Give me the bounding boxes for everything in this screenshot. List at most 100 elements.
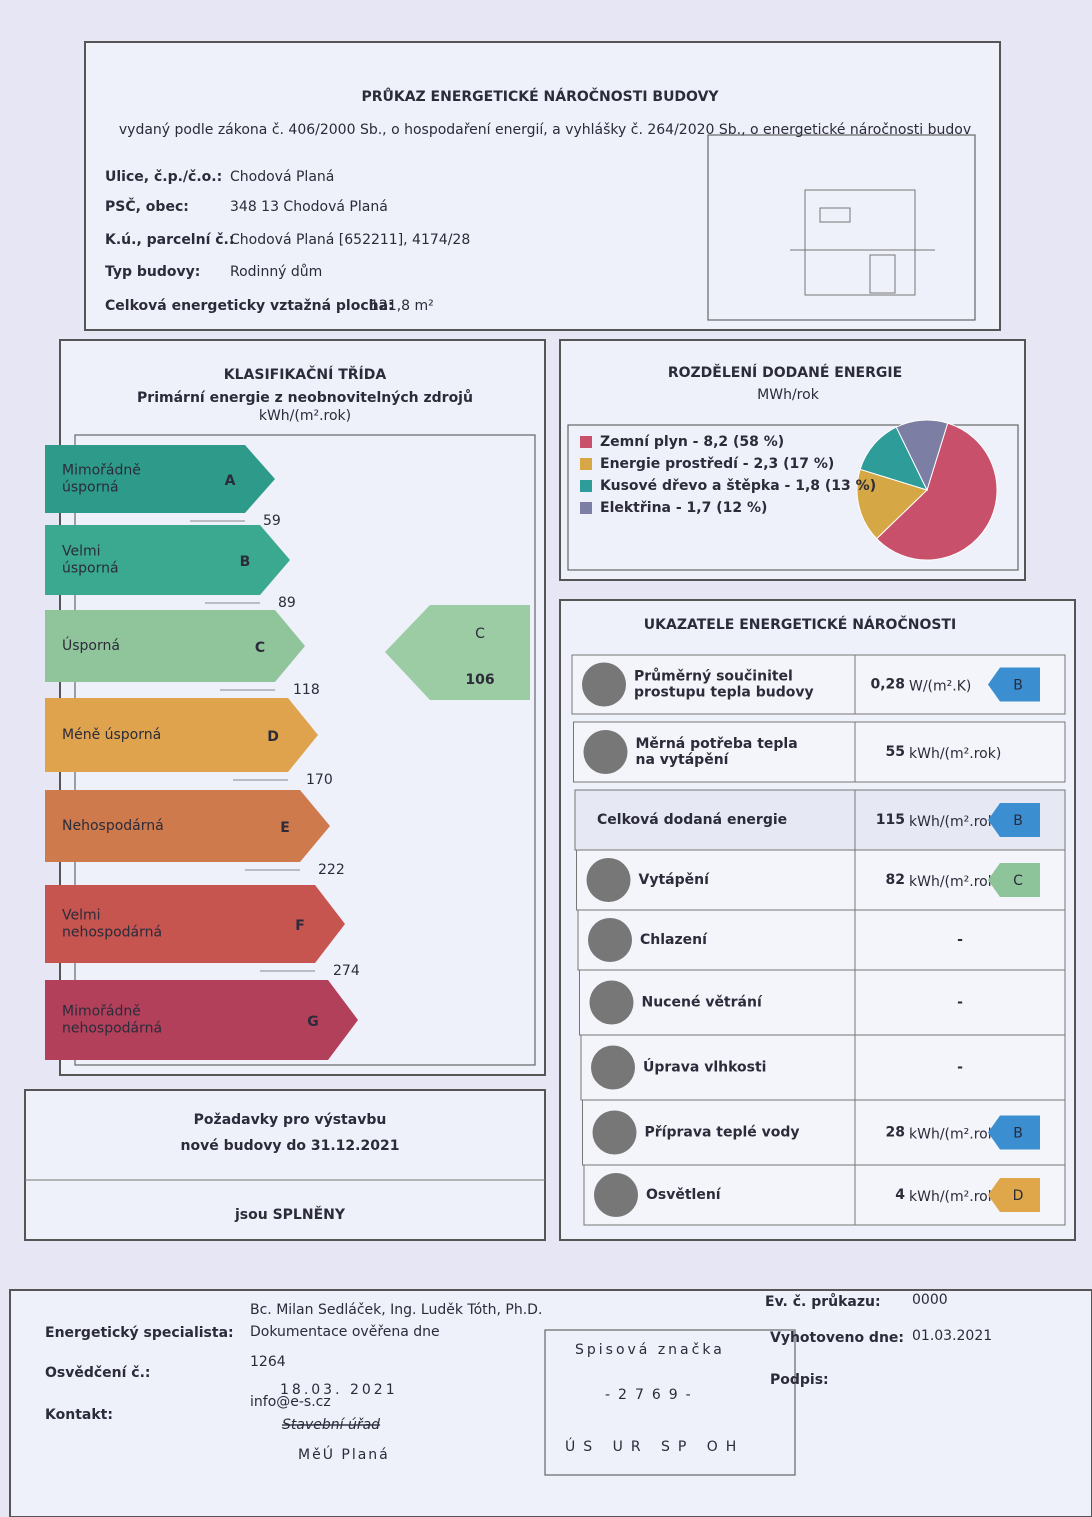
class-badge <box>988 1178 1040 1212</box>
class-letter: B <box>240 554 251 570</box>
pie-slice <box>856 468 928 540</box>
class-name: nehospodárná <box>62 925 162 941</box>
stamp-text: Spisová značka <box>575 1342 725 1358</box>
indicator-value: 0,28 <box>870 677 905 693</box>
indicator-icon <box>591 1045 635 1090</box>
stamp-text: ÚS UR SP OH <box>565 1437 744 1455</box>
indicator-icon <box>589 980 634 1025</box>
indicator-row <box>583 1164 1066 1226</box>
class-name: úsporná <box>62 480 119 496</box>
building-drawing <box>707 134 976 321</box>
threshold: 118 <box>293 682 320 698</box>
indicator-row <box>582 1099 1066 1166</box>
indicator-icon <box>582 662 626 707</box>
legend-label: Energie prostředí - 2,3 (17 %) <box>600 456 834 472</box>
building-value: 348 13 Chodová Planá <box>230 199 388 215</box>
class-arrow <box>45 610 305 682</box>
indicator-label: Celková dodaná energie <box>597 812 787 828</box>
threshold: 59 <box>263 513 281 529</box>
class-letter: D <box>267 729 279 745</box>
class-arrow <box>45 525 290 595</box>
legend-swatch <box>580 436 592 448</box>
subtitle: vydaný podle zákona č. 406/2000 Sb., o h… <box>119 122 971 138</box>
building-value: Chodová Planá <box>230 169 334 185</box>
footer-label: Osvědčení č.: <box>45 1365 151 1381</box>
class-letter: A <box>225 473 236 489</box>
class-letter: F <box>295 918 305 934</box>
indicator-label: prostupu tepla budovy <box>634 685 814 701</box>
indicator-value: 115 <box>876 812 905 828</box>
legend-swatch <box>580 480 592 492</box>
indicator-unit: kWh/(m².rok) <box>909 874 1001 890</box>
building-label: PSČ, obec: <box>105 197 189 215</box>
pie-slice <box>895 419 949 492</box>
legend-label: Elektřina - 1,7 (12 %) <box>600 500 767 516</box>
requirements-result: jsou SPLNĚNY <box>234 1206 346 1223</box>
building-value: Chodová Planá [652211], 4174/28 <box>230 232 470 248</box>
indicator-unit: kWh/(m².rok) <box>909 746 1001 762</box>
indicator-label: Průměrný součinitel <box>634 668 793 685</box>
class-name: nehospodárná <box>62 1021 162 1037</box>
threshold: 89 <box>278 595 296 611</box>
footer-value: info@e-s.cz <box>250 1394 331 1410</box>
class-name: Méně úsporná <box>62 727 161 743</box>
stamp-text: -2769- <box>605 1387 699 1403</box>
class-letter: E <box>280 820 290 836</box>
class-title: KLASIFIKAČNÍ TŘÍDA <box>224 365 387 383</box>
requirements-text: nové budovy do 31.12.2021 <box>181 1138 400 1154</box>
footer-label: Vyhotoveno dne: <box>770 1330 904 1346</box>
class-arrow <box>45 790 330 862</box>
class-badge <box>988 803 1040 837</box>
indicator-unit: kWh/(m².rok) <box>909 814 1001 830</box>
class-badge <box>988 667 1040 702</box>
stamp-text: MěÚ Planá <box>298 1445 390 1463</box>
class-letter: C <box>255 640 265 656</box>
class-name: Mimořádně <box>62 463 141 479</box>
class-name: Úsporná <box>62 636 120 654</box>
indicator-icon <box>586 858 631 902</box>
requirements-text: Požadavky pro výstavbu <box>194 1112 387 1128</box>
stamp-text: Stavební úřad <box>282 1417 380 1433</box>
building-label: Celková energeticky vztažná plocha: <box>105 298 394 314</box>
indicator-label: Příprava teplé vody <box>645 1125 800 1141</box>
requirements-box <box>24 1089 546 1241</box>
indicator-icon <box>583 730 628 774</box>
indicator-label: Chlazení <box>640 932 708 948</box>
class-badge-letter: B <box>1013 813 1023 829</box>
class-arrow <box>45 445 275 513</box>
indicator-label: na vytápění <box>636 752 730 768</box>
class-name: Nehospodárná <box>62 818 164 834</box>
building-value: 121,8 m² <box>370 298 434 314</box>
indicator-row <box>576 849 1066 911</box>
pie-slice <box>859 426 928 491</box>
indicator-row <box>579 969 1066 1036</box>
footer-value: 0000 <box>912 1292 948 1308</box>
indicator-label: Nucené větrání <box>642 995 763 1011</box>
stamp-box <box>544 1329 796 1476</box>
indicator-value: 4 <box>895 1187 905 1203</box>
indicator-label: Úprava vlhkosti <box>643 1058 766 1076</box>
indicator-row <box>580 1034 1066 1101</box>
indicator-label: Osvětlení <box>646 1187 722 1203</box>
indicator-value: 55 <box>886 744 905 760</box>
footer-label: Energetický specialista: <box>45 1325 234 1341</box>
class-unit: kWh/(m².rok) <box>259 408 351 424</box>
footer-label: Kontakt: <box>45 1407 113 1423</box>
energy-split-inner <box>567 424 1019 571</box>
indicator-value: 28 <box>886 1125 905 1141</box>
class-name: Mimořádně <box>62 1004 141 1020</box>
indicator-row <box>577 909 1066 971</box>
indicator-label: Vytápění <box>639 872 711 888</box>
title: PRŮKAZ ENERGETICKÉ NÁROČNOSTI BUDOVY <box>361 87 719 105</box>
split-unit: MWh/rok <box>757 387 820 403</box>
threshold: 170 <box>306 772 333 788</box>
class-badge-letter: B <box>1013 678 1023 694</box>
class-arrow <box>45 885 345 963</box>
threshold: 222 <box>318 862 345 878</box>
indicator-value: - <box>957 932 963 948</box>
footer-value: Bc. Milan Sedláček, Ing. Luděk Tóth, Ph.… <box>250 1302 542 1318</box>
result-arrow <box>385 605 530 700</box>
threshold: 274 <box>333 963 360 979</box>
